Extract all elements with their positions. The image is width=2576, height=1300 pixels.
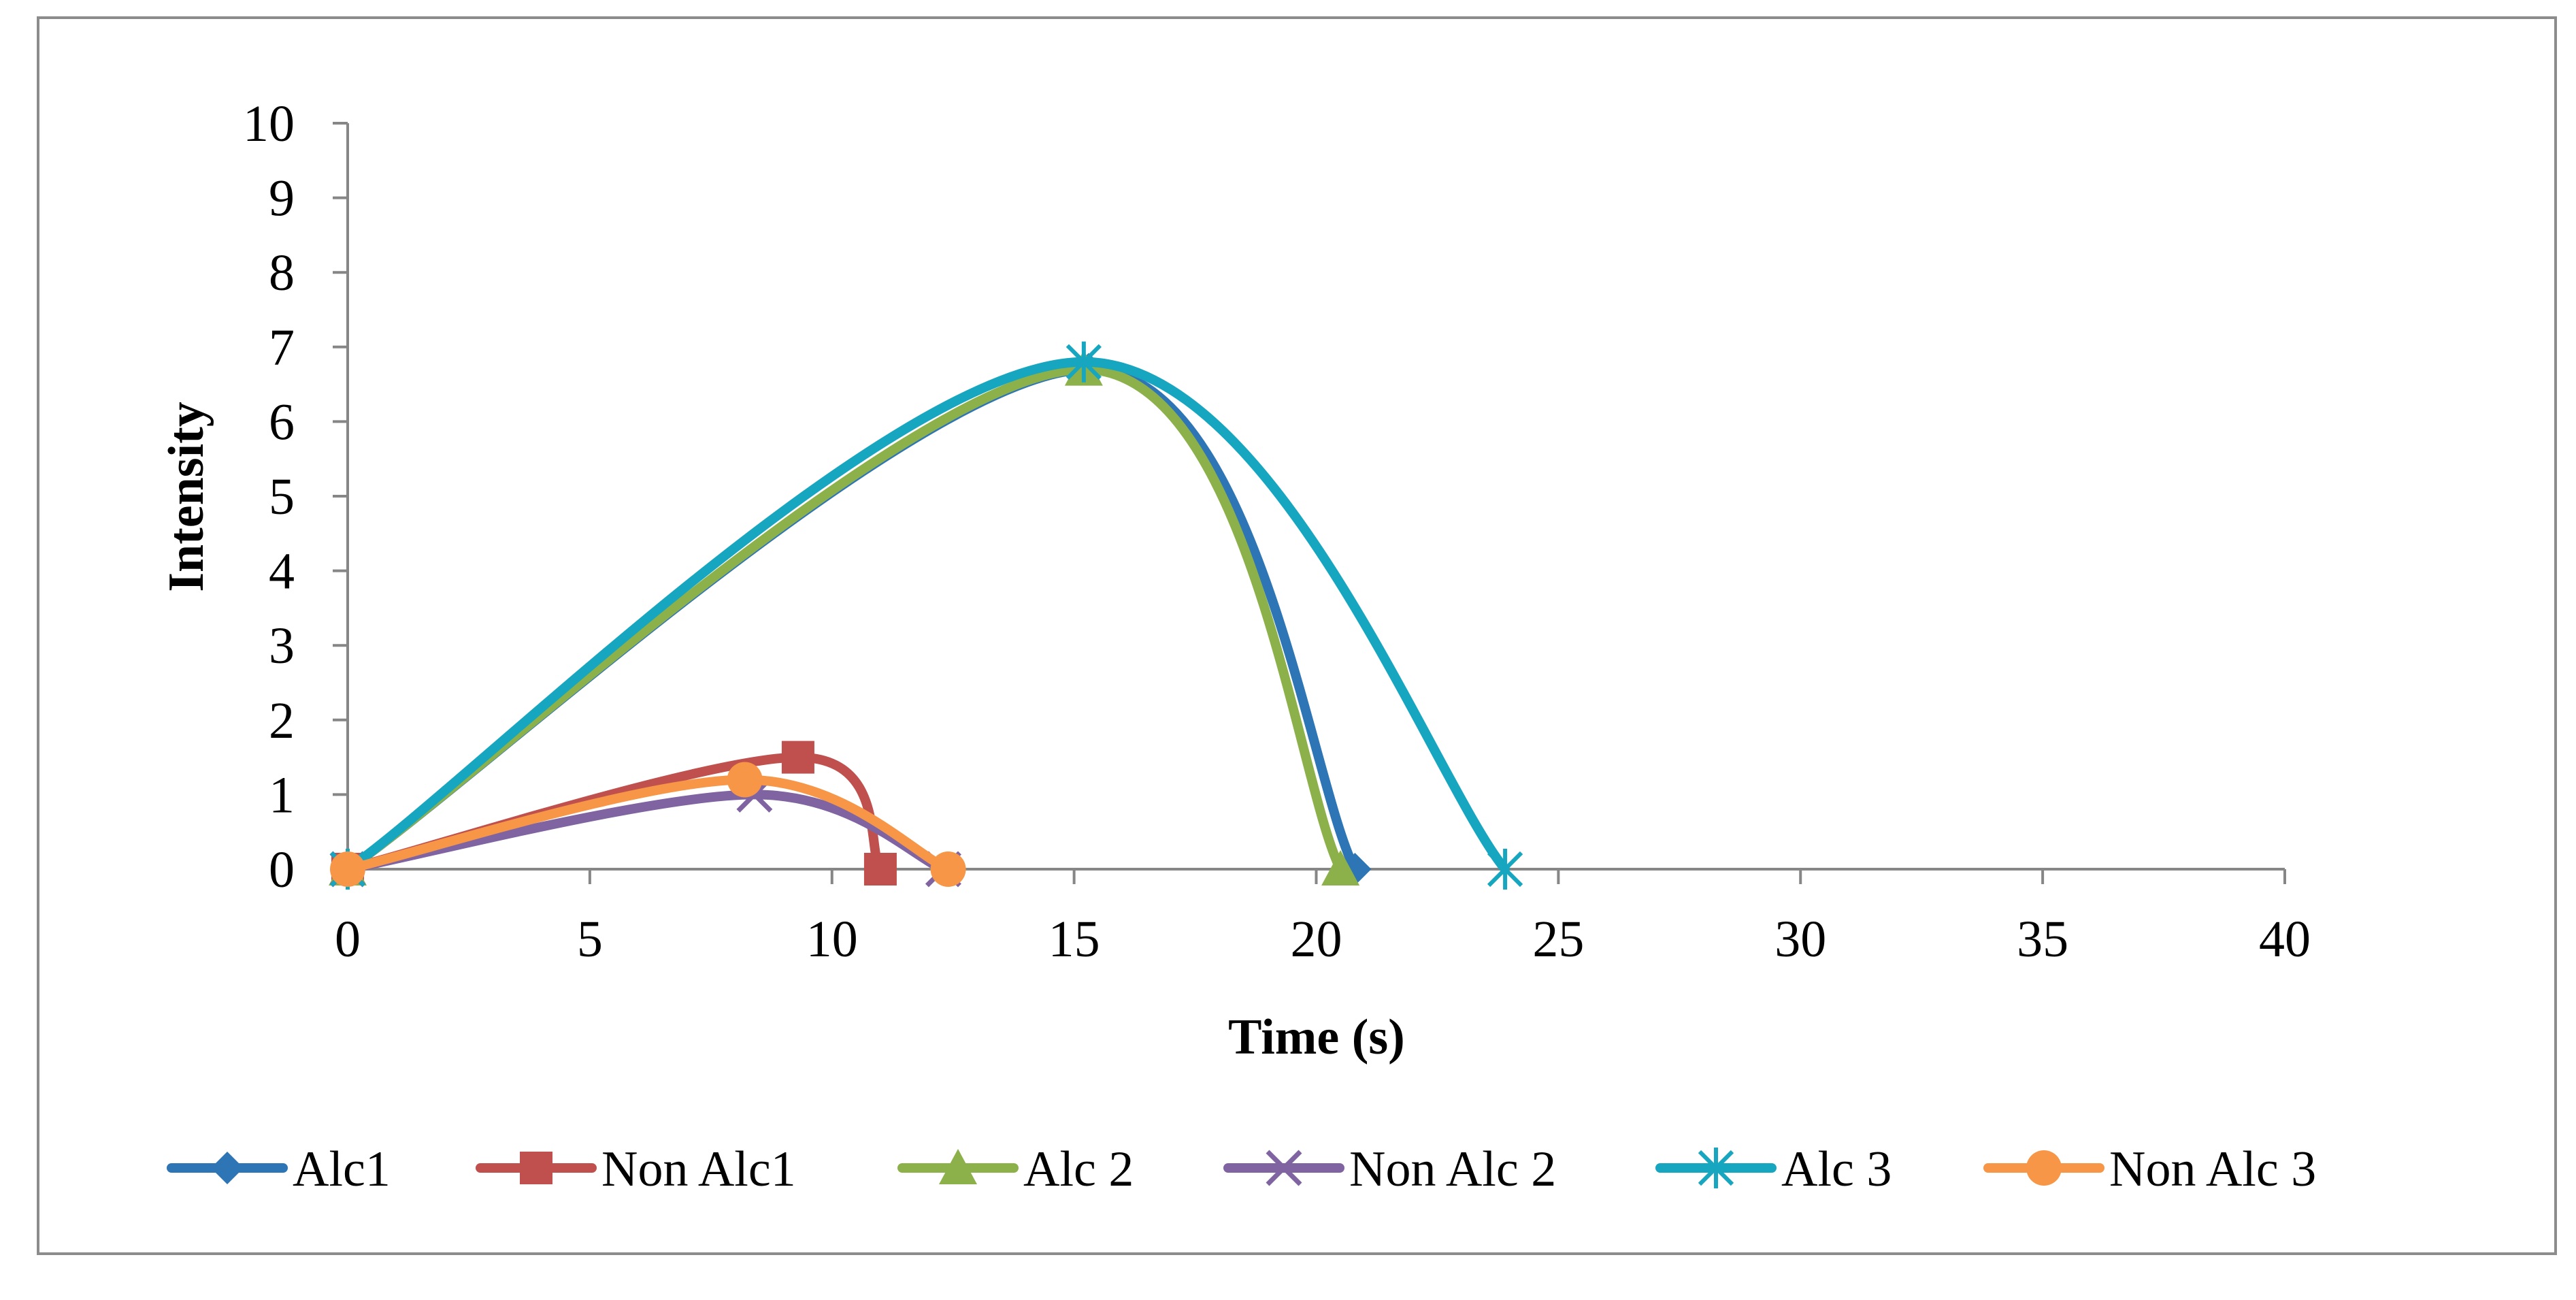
x-tick-label: 40 bbox=[2259, 911, 2311, 968]
legend: Alc1 Non Alc1 Alc 2 Non Alc 2 Alc 3 Non Alc 3 bbox=[167, 1141, 2316, 1197]
x-axis-title: Time (s) bbox=[1228, 1009, 1405, 1065]
data-point-marker bbox=[1321, 850, 1360, 885]
series-line bbox=[343, 364, 1346, 874]
legend-label: Non Alc 2 bbox=[1349, 1141, 1556, 1197]
y-tick-label: 7 bbox=[269, 319, 295, 376]
y-tick-label: 2 bbox=[269, 692, 295, 749]
series-alc-3 bbox=[329, 341, 1523, 890]
data-point-marker bbox=[781, 741, 814, 774]
y-tick-label: 8 bbox=[269, 244, 295, 302]
legend-item: Alc1 bbox=[167, 1141, 391, 1197]
series-line bbox=[343, 364, 1360, 874]
chart-frame bbox=[37, 16, 2557, 1255]
legend-label: Alc 2 bbox=[1023, 1141, 1134, 1197]
x-tick-label: 15 bbox=[1048, 911, 1100, 968]
legend-label: Non Alc 3 bbox=[2109, 1141, 2316, 1197]
series-non-alc-3 bbox=[330, 762, 966, 887]
legend-item: Non Alc1 bbox=[476, 1141, 796, 1197]
y-tick-label: 4 bbox=[269, 543, 295, 600]
legend-marker bbox=[1698, 1148, 1734, 1188]
axes: 0 1 2 3 4 5 6 7 8 9 10 0 5 10 15 20 25 30 35 40 bbox=[243, 95, 2311, 968]
x-tick-label: 10 bbox=[806, 911, 858, 968]
data-point-marker bbox=[1487, 849, 1523, 890]
legend-marker bbox=[520, 1152, 552, 1184]
x-tick-label: 20 bbox=[1291, 911, 1342, 968]
legend-item: Alc 3 bbox=[1655, 1141, 1892, 1197]
data-point-marker bbox=[930, 851, 966, 887]
legend-item: Alc 2 bbox=[897, 1141, 1134, 1197]
legend-label: Non Alc1 bbox=[601, 1141, 796, 1197]
legend-label: Alc1 bbox=[293, 1141, 391, 1197]
legend-marker bbox=[939, 1149, 977, 1184]
x-tick-label: 25 bbox=[1532, 911, 1584, 968]
series-layer bbox=[329, 341, 1523, 890]
legend-marker bbox=[1266, 1150, 1302, 1186]
y-tick-label: 3 bbox=[269, 617, 295, 675]
legend-marker bbox=[211, 1152, 244, 1184]
legend-label: Alc 3 bbox=[1781, 1141, 1892, 1197]
y-tick-label: 0 bbox=[269, 841, 295, 898]
x-tick-label: 35 bbox=[2017, 911, 2068, 968]
data-point-marker bbox=[727, 762, 763, 798]
legend-marker bbox=[2026, 1150, 2062, 1186]
data-point-marker bbox=[330, 851, 365, 887]
legend-item: Non Alc 3 bbox=[1983, 1141, 2316, 1197]
y-tick-label: 6 bbox=[269, 393, 295, 451]
x-tick-label: 30 bbox=[1774, 911, 1826, 968]
y-tick-label: 1 bbox=[269, 766, 295, 824]
series-line bbox=[343, 775, 953, 874]
y-tick-label: 5 bbox=[269, 468, 295, 525]
data-point-marker bbox=[863, 853, 897, 885]
y-tick-label: 10 bbox=[243, 95, 295, 152]
legend-item: Non Alc 2 bbox=[1223, 1141, 1556, 1197]
y-tick-label: 9 bbox=[269, 170, 295, 227]
y-axis-title: Intensity bbox=[159, 402, 214, 592]
x-tick-label: 0 bbox=[335, 911, 361, 968]
x-tick-label: 5 bbox=[577, 911, 603, 968]
data-point-marker bbox=[1066, 341, 1102, 383]
series-line bbox=[343, 357, 1510, 874]
